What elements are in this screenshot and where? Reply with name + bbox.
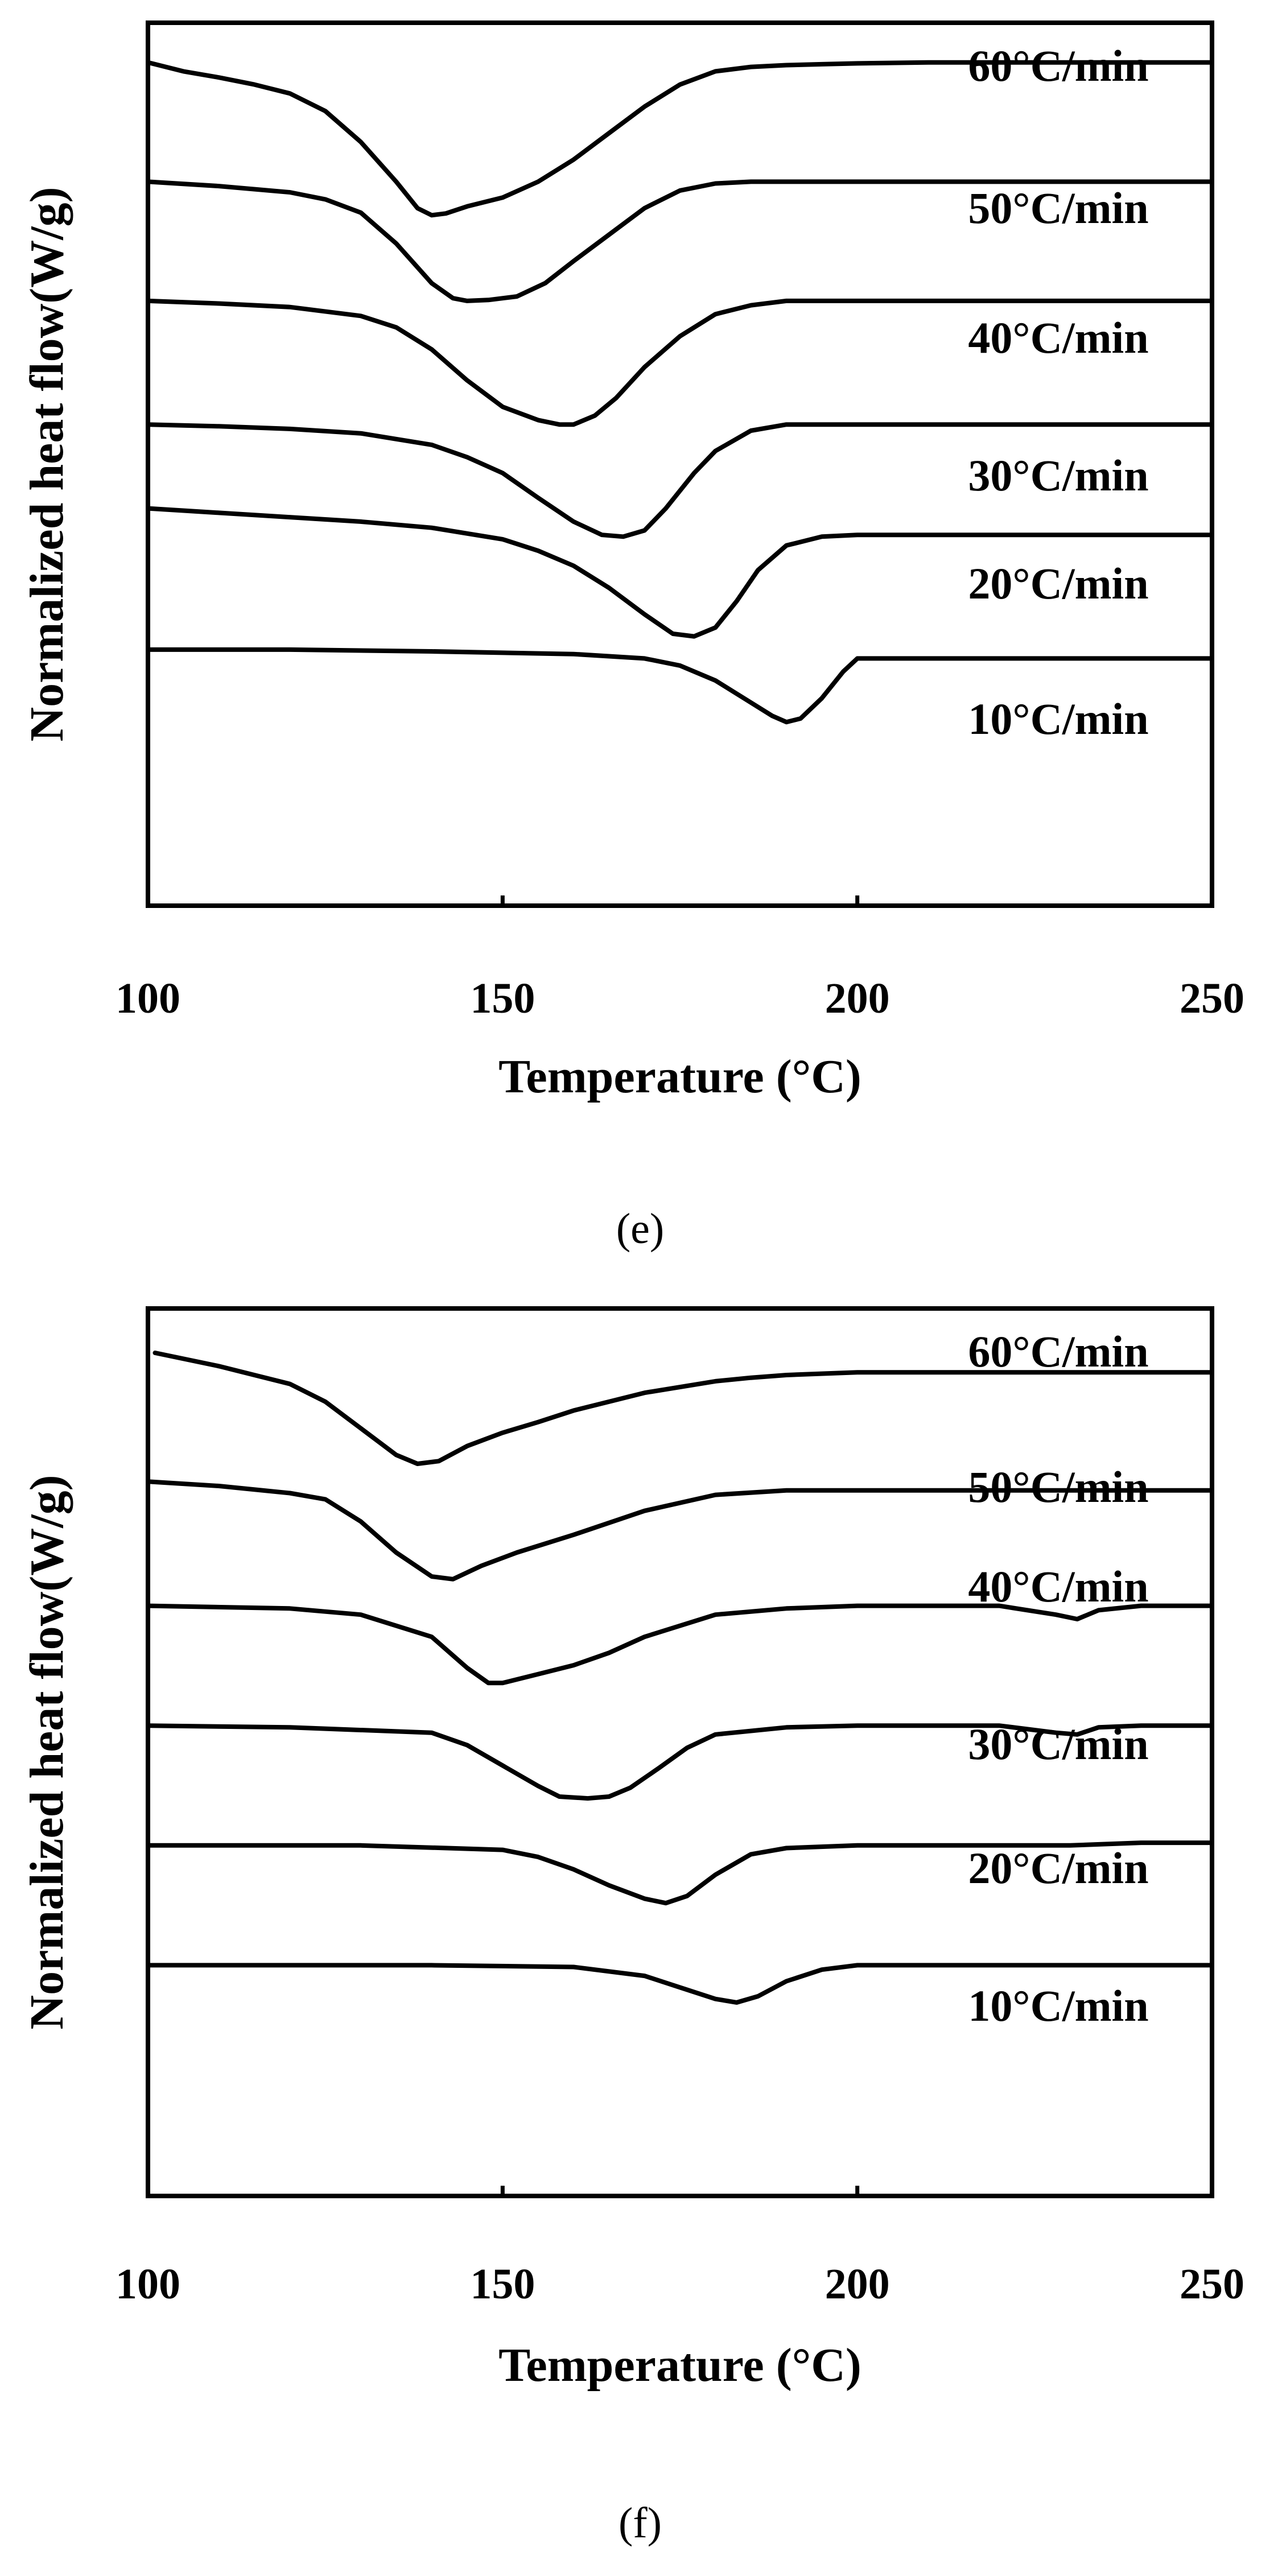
- series-line-20cmin: [146, 1840, 1214, 1906]
- panel-caption: (f): [619, 2499, 662, 2547]
- x-tick-label: 150: [470, 975, 535, 1022]
- series-line-20cmin: [146, 506, 1214, 639]
- series-line-50cmin: [146, 1479, 1214, 1582]
- series-label: 50°C/min: [968, 183, 1148, 233]
- series-label: 60°C/min: [968, 41, 1148, 90]
- series-label: 10°C/min: [968, 1981, 1148, 2030]
- chart-panel-e: 100 150 200 250 Temperature (°C) Normalized h…: [20, 20, 1244, 1253]
- series-line-60cmin: [146, 60, 1214, 218]
- series-line-40cmin: [146, 298, 1214, 427]
- x-axis-title: Temperature (°C): [498, 2339, 861, 2392]
- series-label: 60°C/min: [968, 1327, 1148, 1376]
- series-label: 20°C/min: [968, 1843, 1148, 1893]
- series-line-50cmin: [146, 179, 1214, 303]
- series-label: 30°C/min: [968, 451, 1148, 500]
- y-axis-title: Normalized heat flow(W/g): [20, 1475, 73, 2029]
- chart-panel-f: 100 150 200 250 Temperature (°C) Normalized h…: [20, 1306, 1244, 2547]
- series-line-60cmin: [152, 1351, 1214, 1466]
- series-label: 40°C/min: [968, 1562, 1148, 1611]
- x-tick-label: 200: [825, 2260, 890, 2308]
- x-tick-label: 200: [825, 975, 890, 1022]
- series-line-40cmin: [146, 1603, 1214, 1686]
- plot-frame: [146, 20, 1214, 908]
- panel-caption: (e): [616, 1205, 664, 1253]
- x-tick-label: 100: [116, 975, 180, 1022]
- series-label: 20°C/min: [968, 559, 1148, 608]
- series-label: 30°C/min: [968, 1719, 1148, 1769]
- series-label: 10°C/min: [968, 694, 1148, 744]
- series-line-10cmin: [146, 1963, 1214, 2005]
- x-tick-label: 250: [1180, 975, 1244, 1022]
- x-axis-title: Temperature (°C): [498, 1050, 861, 1103]
- series-label: 50°C/min: [968, 1462, 1148, 1512]
- y-axis-title: Normalized heat flow(W/g): [20, 187, 73, 741]
- series-label: 40°C/min: [968, 313, 1148, 362]
- x-tick-label: 150: [470, 2260, 535, 2308]
- series-line-10cmin: [146, 647, 1214, 725]
- x-tick-label: 100: [116, 2260, 180, 2308]
- x-tick-label: 250: [1180, 2260, 1244, 2308]
- series-line-30cmin: [146, 422, 1214, 539]
- series-line-30cmin: [146, 1723, 1214, 1801]
- plot-frame: [146, 1306, 1214, 2198]
